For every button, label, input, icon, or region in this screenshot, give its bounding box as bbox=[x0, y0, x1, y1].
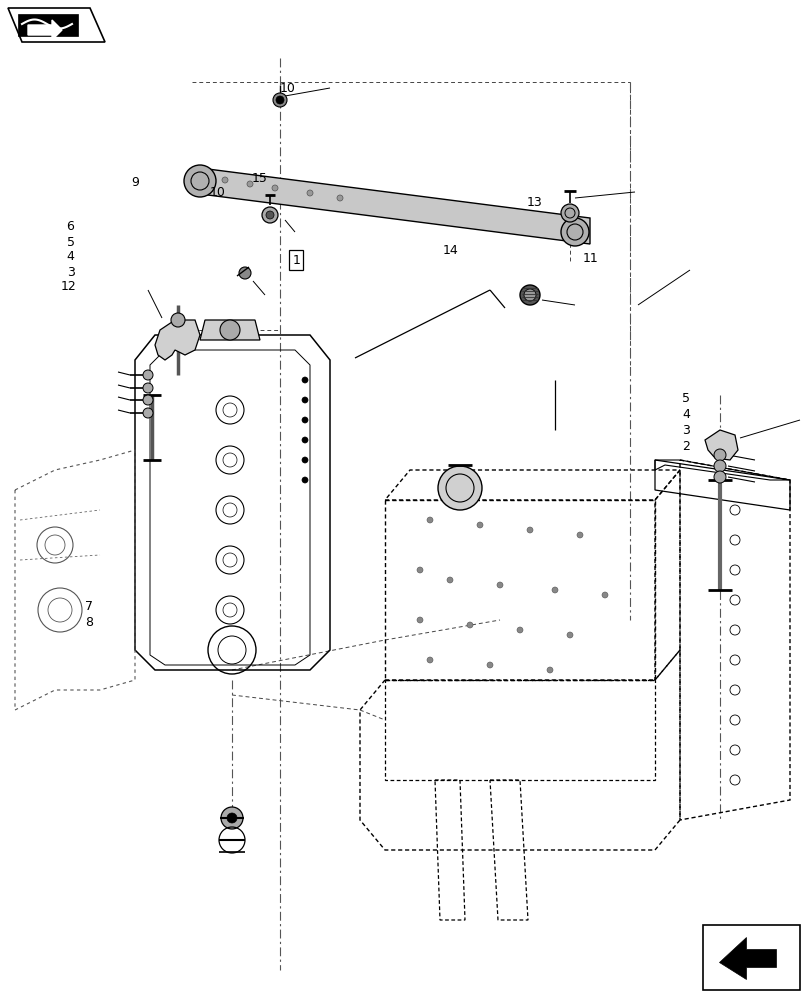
Ellipse shape bbox=[307, 190, 312, 196]
Polygon shape bbox=[704, 430, 737, 460]
Ellipse shape bbox=[272, 93, 286, 107]
Text: 4: 4 bbox=[67, 250, 75, 263]
Text: 5: 5 bbox=[67, 235, 75, 248]
Text: 2: 2 bbox=[681, 440, 689, 452]
Ellipse shape bbox=[547, 667, 552, 673]
Text: 11: 11 bbox=[582, 251, 598, 264]
Ellipse shape bbox=[262, 207, 277, 223]
Text: 10: 10 bbox=[280, 82, 296, 95]
Polygon shape bbox=[155, 320, 200, 360]
Text: 8: 8 bbox=[85, 615, 93, 629]
Ellipse shape bbox=[517, 627, 522, 633]
Ellipse shape bbox=[143, 395, 152, 405]
Ellipse shape bbox=[496, 582, 502, 588]
Text: 3: 3 bbox=[681, 424, 689, 436]
Ellipse shape bbox=[560, 218, 588, 246]
Ellipse shape bbox=[487, 662, 492, 668]
Ellipse shape bbox=[337, 195, 342, 201]
Ellipse shape bbox=[266, 211, 273, 219]
Ellipse shape bbox=[302, 477, 307, 483]
Text: 14: 14 bbox=[442, 243, 457, 256]
Polygon shape bbox=[200, 168, 590, 244]
Ellipse shape bbox=[526, 527, 532, 533]
Ellipse shape bbox=[302, 417, 307, 423]
Ellipse shape bbox=[171, 313, 185, 327]
Ellipse shape bbox=[713, 471, 725, 483]
Ellipse shape bbox=[272, 185, 277, 191]
Ellipse shape bbox=[184, 165, 216, 197]
Ellipse shape bbox=[446, 577, 453, 583]
Ellipse shape bbox=[417, 567, 423, 573]
Ellipse shape bbox=[143, 408, 152, 418]
Ellipse shape bbox=[417, 617, 423, 623]
Ellipse shape bbox=[221, 807, 242, 829]
Ellipse shape bbox=[221, 177, 228, 183]
Ellipse shape bbox=[220, 320, 240, 340]
Ellipse shape bbox=[302, 457, 307, 463]
Ellipse shape bbox=[143, 370, 152, 380]
Polygon shape bbox=[18, 14, 78, 36]
Text: 6: 6 bbox=[67, 221, 75, 233]
Text: 12: 12 bbox=[61, 280, 76, 294]
Ellipse shape bbox=[437, 466, 482, 510]
Text: 10: 10 bbox=[209, 186, 225, 198]
Text: 15: 15 bbox=[251, 172, 268, 184]
Ellipse shape bbox=[577, 532, 582, 538]
Text: 4: 4 bbox=[681, 408, 689, 420]
Ellipse shape bbox=[566, 632, 573, 638]
Ellipse shape bbox=[560, 204, 578, 222]
Ellipse shape bbox=[523, 289, 535, 301]
Text: 9: 9 bbox=[131, 176, 139, 188]
Polygon shape bbox=[28, 20, 62, 40]
Polygon shape bbox=[8, 8, 105, 42]
Bar bbox=[702, 925, 799, 990]
Ellipse shape bbox=[713, 460, 725, 472]
Ellipse shape bbox=[276, 96, 284, 104]
Ellipse shape bbox=[427, 517, 432, 523]
Ellipse shape bbox=[302, 377, 307, 383]
Ellipse shape bbox=[551, 587, 557, 593]
Text: 7: 7 bbox=[85, 600, 93, 613]
Ellipse shape bbox=[302, 437, 307, 443]
Polygon shape bbox=[200, 320, 260, 340]
Ellipse shape bbox=[466, 622, 473, 628]
Text: 13: 13 bbox=[526, 196, 541, 209]
Text: 1: 1 bbox=[292, 253, 300, 266]
Ellipse shape bbox=[238, 267, 251, 279]
Ellipse shape bbox=[601, 592, 607, 598]
Polygon shape bbox=[719, 938, 775, 980]
Ellipse shape bbox=[143, 383, 152, 393]
Ellipse shape bbox=[519, 285, 539, 305]
Ellipse shape bbox=[302, 397, 307, 403]
Ellipse shape bbox=[713, 449, 725, 461]
Ellipse shape bbox=[247, 181, 253, 187]
Ellipse shape bbox=[476, 522, 483, 528]
Text: 5: 5 bbox=[681, 391, 689, 404]
Ellipse shape bbox=[427, 657, 432, 663]
Ellipse shape bbox=[227, 813, 237, 823]
Text: 3: 3 bbox=[67, 265, 75, 278]
